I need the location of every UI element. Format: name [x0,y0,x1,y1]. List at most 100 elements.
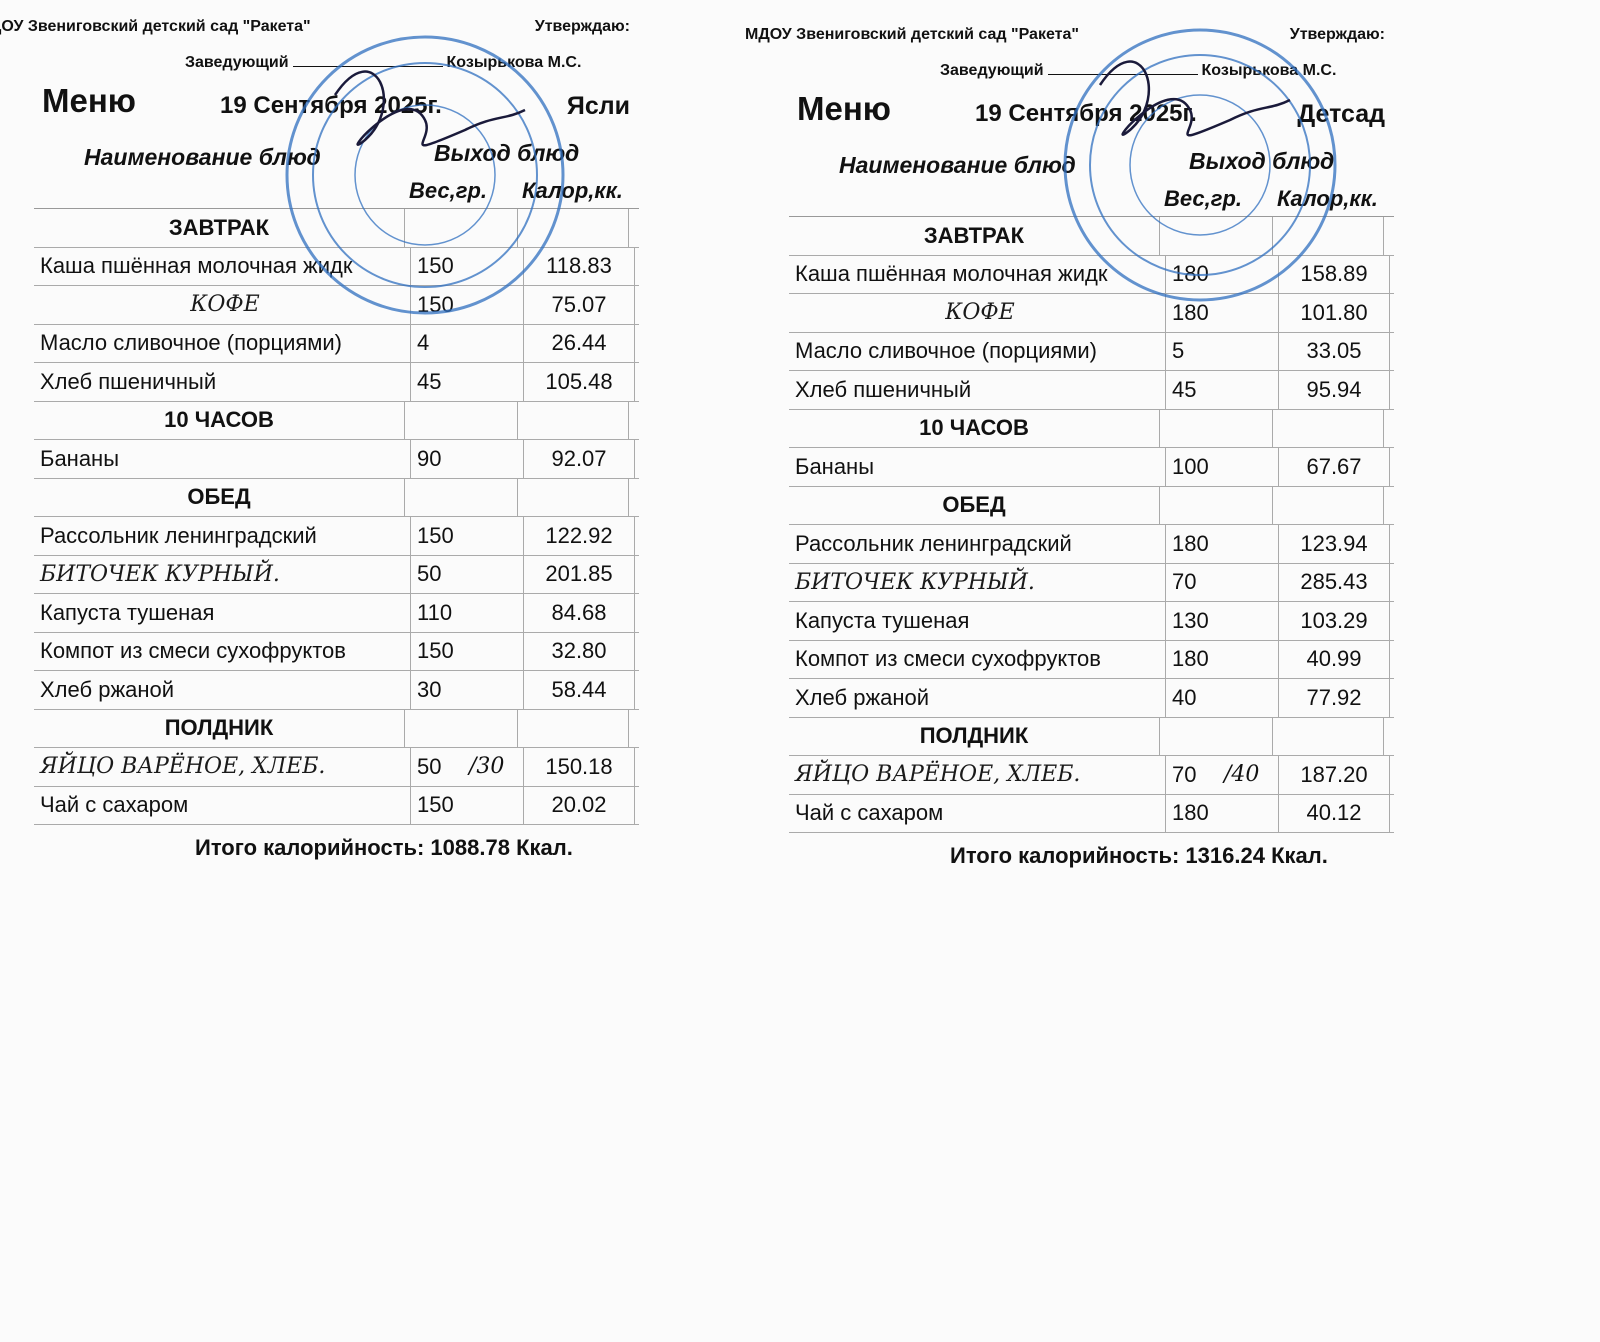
dish-name-text: Бананы [40,445,120,471]
table-header: Наименование блюд Выход блюд Вес,гр. Калор,… [34,140,639,209]
dish-name-text: Хлеб пшеничный [795,376,972,402]
calories-cell: 150.18 [524,748,635,786]
handwritten-dish-name: КОФЕ [945,300,1015,326]
menu-date: 19 Сентября 2025г. [220,92,442,119]
dish-name: КОФЕ [789,294,1166,332]
calories-cell [1273,717,1384,755]
calories-value: 150.18 [545,753,613,779]
dish-name: Каша пшённая молочная жидк [789,255,1166,293]
calories-cell: 201.85 [524,555,635,593]
dish-name-text: Чай с сахаром [795,800,944,826]
dish-name: Масло сливочное (порциями) [789,332,1166,370]
section-row: 10 ЧАСОВ [789,409,1394,448]
table-row: Капуста тушеная 130 103.29 [789,602,1394,641]
head-label: Заведующий [185,54,289,71]
dish-name-text: Чай с сахаром [40,792,189,818]
dish-name: Чай с сахаром [789,794,1166,832]
weight-value: 5 [1172,338,1185,364]
calories-cell: 123.94 [1279,525,1390,563]
calories-value: 118.83 [546,253,612,279]
weight-cell: 180 [1166,794,1279,832]
weight-cell: 100 [1166,448,1279,486]
table-row: Компот из смеси сухофруктов 150 32.80 [34,632,639,671]
table-row: Рассольник ленинградский 150 122.92 [34,517,639,556]
dish-name-text: Бананы [795,453,875,479]
weight-cell: 150 [411,632,524,670]
handwritten-weight-extra: /30 [469,754,505,780]
head-name: Козырькова М.С. [1201,62,1337,79]
section-title: ОБЕД [789,486,1160,524]
calories-value: 105.48 [545,368,613,394]
calories-cell [1273,486,1384,524]
menu-table: Наименование блюд Выход блюд Вес,гр. Калор,… [789,148,1394,833]
calories-cell [1273,217,1384,255]
header-weight: Вес,гр. [409,178,488,203]
calories-value: 84.68 [551,599,607,625]
menu-table: Наименование блюд Выход блюд Вес,гр. Калор,… [34,140,639,825]
header-dish-name: Наименование блюд [839,152,1076,178]
section-title: ПОЛДНИК [34,709,405,747]
calories-value: 158.89 [1300,261,1368,287]
head-signature-line: Заведующий Козырькова М.С. [185,54,581,72]
weight-cell: 180 [1166,255,1279,293]
organization-name: ДОУ Звениговский детский сад "Ракета" [0,18,311,35]
table-row: Чай с сахаром 150 20.02 [34,786,639,825]
calories-value: 20.02 [551,792,607,818]
header-calories: Калор,кк. [522,178,623,203]
weight-cell: 50/30 [411,748,524,786]
weight-value: 4 [417,330,430,356]
table-row: Бананы 90 92.07 [34,440,639,479]
dish-name-text: Масло сливочное (порциями) [795,338,1098,364]
dish-name: БИТОЧЕК КУРНЫЙ. [789,563,1166,601]
menu-sheet-kindergarten: МДОУ Звениговский детский сад "Ракета" Ут… [745,8,1405,908]
table-row: ЯЙЦО ВАРЁНОЕ, ХЛЕБ. 70/40 187.20 [789,756,1394,795]
weight-cell: 110 [411,594,524,632]
calories-cell: 58.44 [524,671,635,709]
calories-value: 187.20 [1300,761,1368,787]
header-weight: Вес,гр. [1164,186,1243,211]
calories-value: 101.80 [1300,299,1368,325]
table-row: Масло сливочное (порциями) 4 26.44 [34,324,639,363]
dish-name-text: Капуста тушеная [795,607,970,633]
table-row: ЯЙЦО ВАРЁНОЕ, ХЛЕБ. 50/30 150.18 [34,748,639,787]
head-signature-line: Заведующий Козырькова М.С. [940,62,1336,80]
handwritten-dish-name: ЯЙЦО ВАРЁНОЕ, ХЛЕБ. [795,762,1081,788]
handwritten-weight-extra: /40 [1224,762,1260,788]
header-output: Выход блюд [1189,148,1335,174]
header-calories: Калор,кк. [1277,186,1378,211]
calories-cell: 101.80 [1279,294,1390,332]
calories-cell: 187.20 [1279,756,1390,794]
approval-label: Утверждаю: [1289,26,1385,43]
head-label: Заведующий [940,62,1044,79]
weight-value: 150 [417,253,454,279]
approval-label: Утверждаю: [534,18,630,35]
dish-name-text: Хлеб ржаной [795,684,930,710]
handwritten-dish-name: БИТОЧЕК КУРНЫЙ. [40,561,280,587]
calories-cell [518,709,629,747]
dish-name-text: Компот из смеси сухофруктов [795,646,1101,672]
weight-value: 90 [417,445,442,471]
weight-cell: 180 [1166,525,1279,563]
calories-cell [518,401,629,439]
calories-cell: 75.07 [524,286,635,324]
calories-value: 123.94 [1300,530,1368,556]
weight-value: 50 [417,561,442,587]
weight-cell: 4 [411,324,524,362]
calories-cell: 122.92 [524,517,635,555]
table-row: Хлеб ржаной 30 58.44 [34,671,639,710]
dish-name: БИТОЧЕК КУРНЫЙ. [34,555,411,593]
weight-cell: 180 [1166,294,1279,332]
total-calories: Итого калорийность: 1088.78 Ккал. [195,835,573,860]
weight-cell [1160,717,1273,755]
weight-value: 130 [1172,607,1209,633]
calories-cell: 67.67 [1279,448,1390,486]
weight-value: 45 [1172,376,1197,402]
header-dish-name: Наименование блюд [84,144,321,170]
weight-cell [405,401,518,439]
weight-value: 180 [1172,261,1209,287]
handwritten-dish-name: КОФЕ [190,292,260,318]
calories-cell: 40.99 [1279,640,1390,678]
dish-name: Чай с сахаром [34,786,411,824]
weight-value: 150 [417,522,454,548]
calories-cell: 118.83 [524,247,635,285]
